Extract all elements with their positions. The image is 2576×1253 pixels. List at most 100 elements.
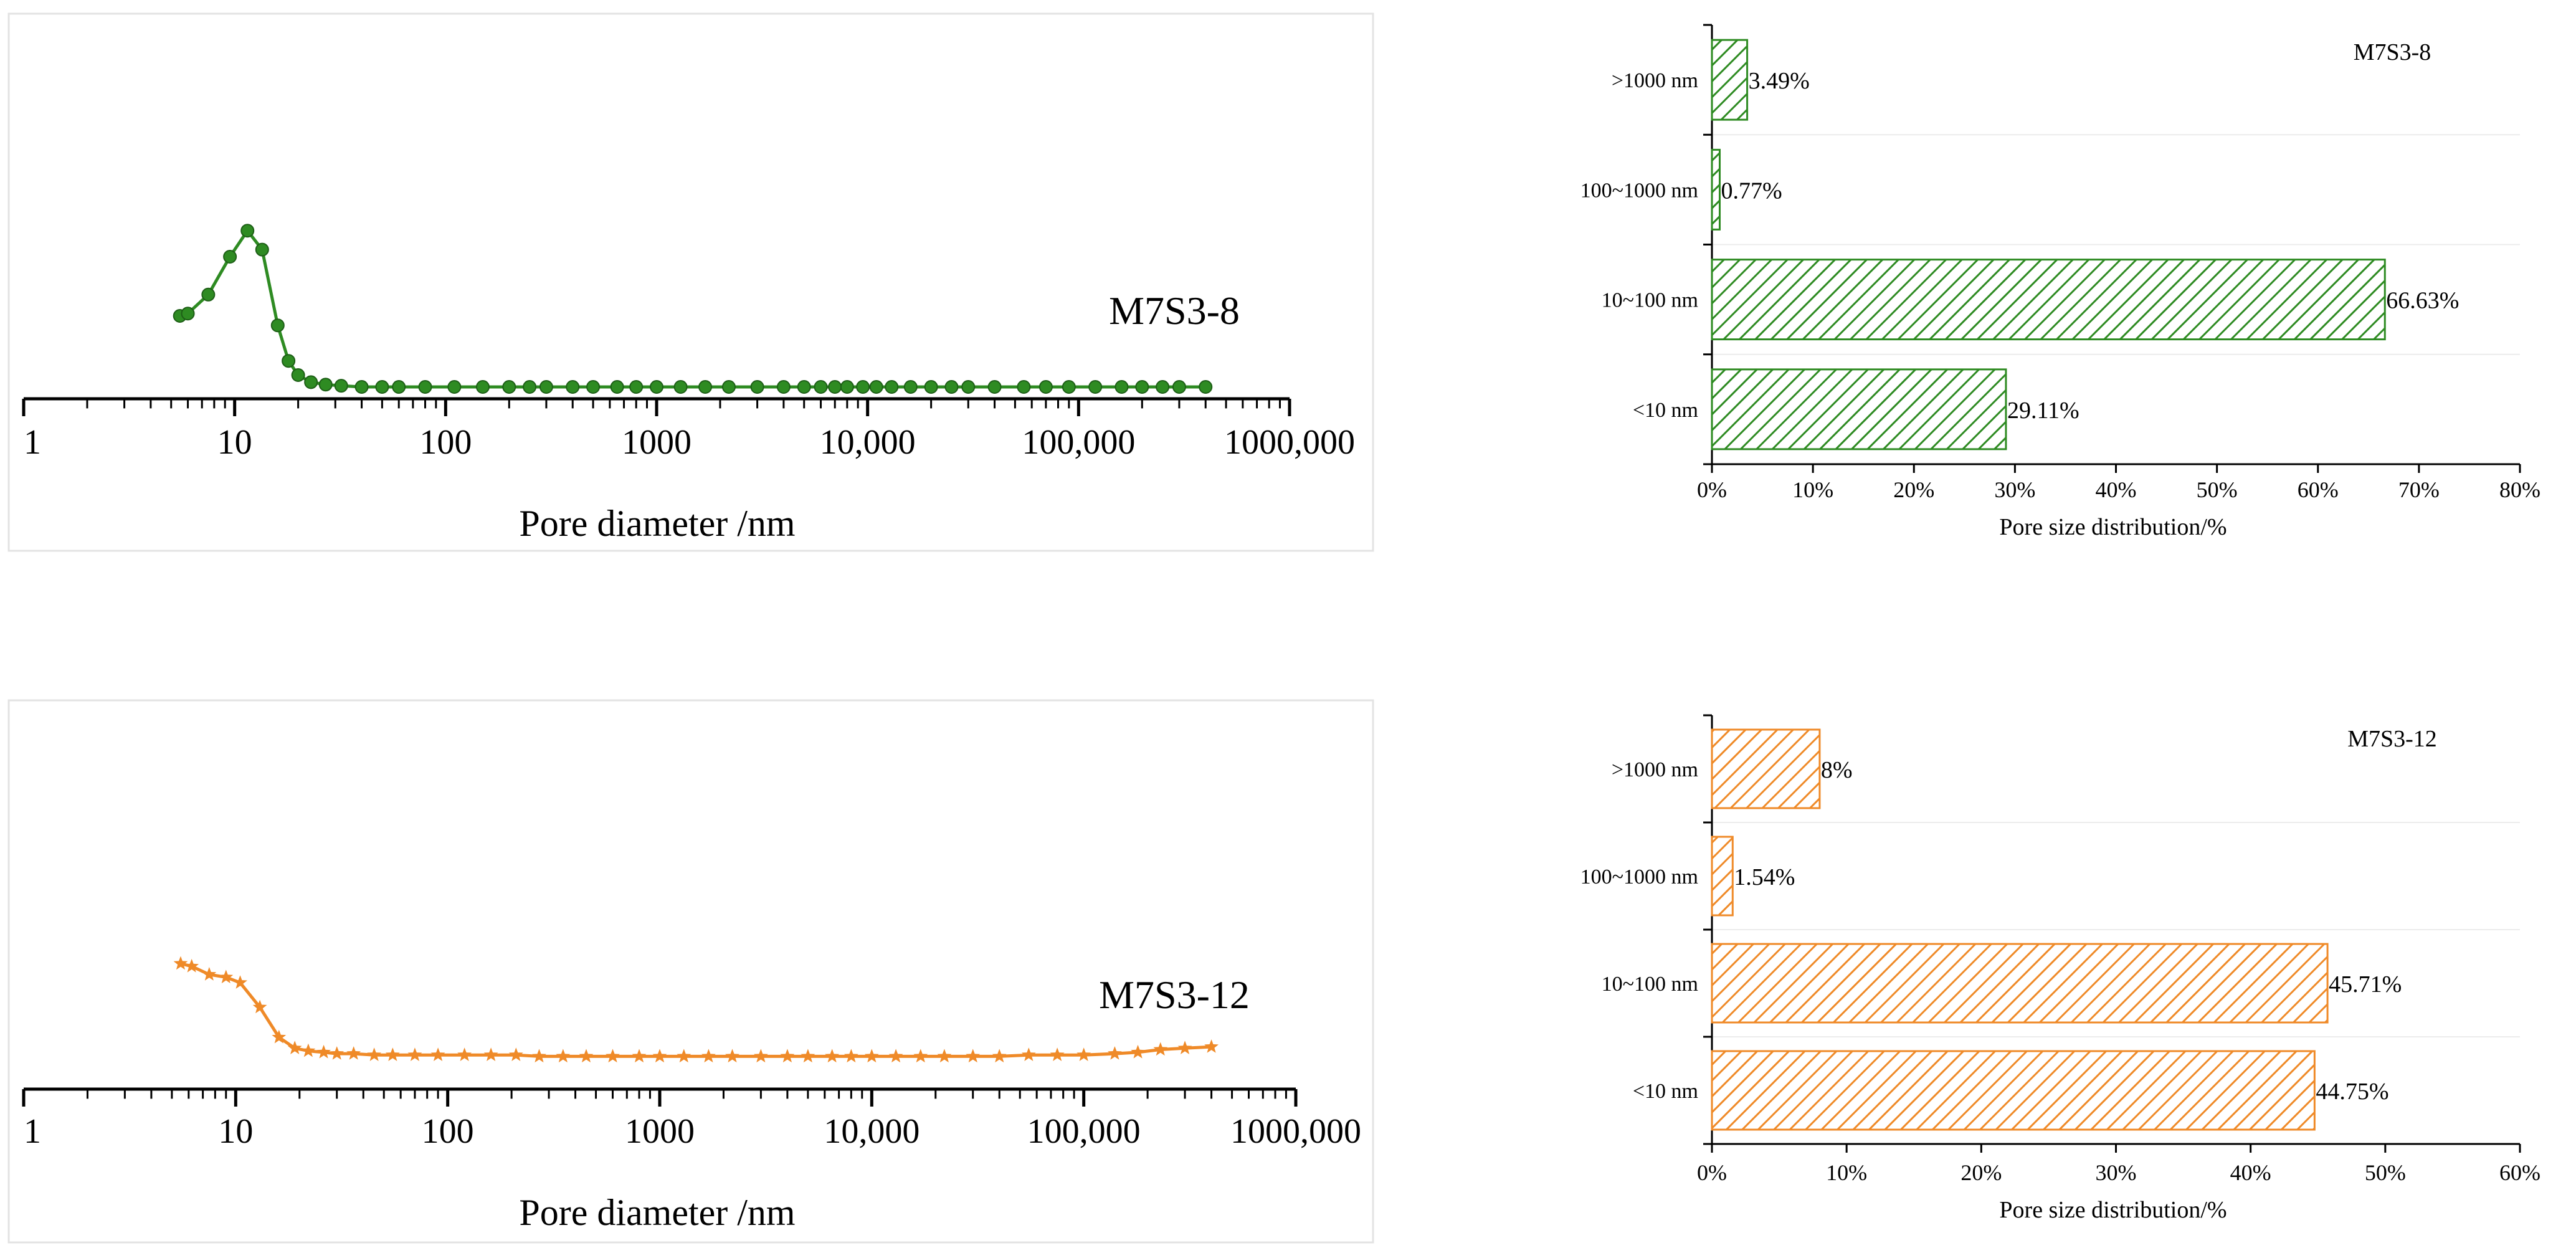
x-tick-label: 10,000: [820, 423, 916, 462]
data-point: [825, 1049, 840, 1063]
bar: [1711, 728, 1821, 809]
x-tick-label: 60%: [2298, 477, 2339, 502]
data-point: [483, 1047, 498, 1061]
bar-value-label: 1.54%: [1734, 864, 1795, 890]
data-point: [375, 380, 389, 394]
x-tick-label: 50%: [2365, 1160, 2406, 1185]
data-point: [579, 1049, 594, 1063]
x-tick-label: 10: [218, 1112, 253, 1151]
x-tick-label: 1000,000: [1230, 1112, 1361, 1151]
x-tick-label: 100: [419, 423, 472, 462]
data-point: [924, 380, 938, 394]
data-point: [1131, 1044, 1145, 1059]
data-point: [233, 975, 247, 989]
data-point: [725, 1049, 739, 1063]
data-point: [252, 999, 267, 1014]
x-tick-label: 20%: [1961, 1160, 2002, 1185]
data-point: [937, 1049, 952, 1063]
data-point: [539, 380, 553, 394]
data-point: [754, 1049, 768, 1063]
data-point: [869, 380, 883, 394]
data-point: [885, 380, 899, 394]
data-point: [556, 1049, 571, 1063]
data-point: [282, 354, 296, 368]
bar: [1711, 39, 1749, 121]
data-point: [291, 368, 305, 382]
data-point: [475, 380, 490, 394]
x-axis-label: Pore diameter /nm: [519, 1192, 795, 1233]
data-point: [346, 1046, 361, 1060]
data-point: [566, 380, 580, 394]
x-tick-label: 30%: [1994, 477, 2035, 502]
bar: [1711, 259, 2386, 341]
bar: [1711, 943, 2329, 1024]
data-point: [1108, 1046, 1122, 1060]
data-point: [944, 380, 959, 394]
bar: [1711, 836, 1734, 917]
x-axis-label: Pore size distribution/%: [1999, 514, 2227, 540]
data-point: [201, 287, 216, 302]
category-label: 100~1000 nm: [1580, 179, 1698, 202]
bar-chart-m7s3-8: 0% 10% 20% 30% 40% 50% 60% 70% 80% 3.49% >1000 nm 0…: [1580, 24, 2540, 540]
data-point: [966, 1049, 981, 1063]
data-point: [316, 1044, 331, 1059]
x-tick-label: 10,000: [824, 1112, 920, 1151]
category-label: <10 nm: [1633, 399, 1698, 422]
bar-value-label: 66.63%: [2386, 288, 2459, 314]
data-point: [673, 380, 688, 394]
bar-value-label: 45.71%: [2329, 971, 2402, 998]
data-point: [814, 380, 828, 394]
data-point: [272, 1029, 287, 1044]
data-point: [776, 380, 791, 394]
data-point: [1135, 380, 1149, 394]
data-point: [856, 380, 870, 394]
category-label: 10~100 nm: [1602, 973, 1698, 996]
category-label: <10 nm: [1633, 1080, 1698, 1103]
bar: [1711, 368, 2007, 450]
x-tick-label: 100,000: [1027, 1112, 1141, 1151]
bar-value-label: 8%: [1821, 757, 1853, 783]
category-label: >1000 nm: [1612, 758, 1698, 781]
series-label: M7S3-8: [1109, 288, 1240, 333]
data-point: [508, 1047, 523, 1061]
data-point: [1038, 380, 1053, 394]
data-point: [1062, 380, 1076, 394]
data-point: [223, 250, 237, 264]
data-point: [701, 1049, 716, 1063]
data-point: [330, 1046, 345, 1060]
data-point: [304, 375, 318, 389]
data-point: [240, 224, 255, 238]
x-tick-label: 10%: [1826, 1160, 1867, 1185]
data-point: [801, 1049, 815, 1063]
panel-frame-curve-m7s3-12: [7, 699, 1374, 1244]
data-point: [750, 380, 764, 394]
data-point: [961, 380, 976, 394]
data-point: [354, 380, 369, 394]
x-tick-label: 100: [422, 1112, 474, 1151]
x-tick-label: 40%: [2230, 1160, 2271, 1185]
data-point: [457, 1047, 472, 1061]
data-point: [992, 1049, 1007, 1063]
data-point: [173, 956, 188, 970]
data-point: [721, 380, 736, 394]
x-tick-label: 1000,000: [1224, 423, 1355, 462]
bar: [1711, 1050, 2316, 1131]
curve-chart-m7s3-8: 1 10 100 1000 10,000 100,000 1000,000 Pore diam…: [22, 224, 1355, 544]
curve-chart-m7s3-12: 1 10 100 1000 10,000 100,000 1000,000 Pore diam…: [22, 956, 1361, 1233]
data-point: [828, 380, 842, 394]
data-point: [1088, 380, 1103, 394]
x-tick-label: 1000: [622, 423, 692, 462]
data-point: [987, 380, 1002, 394]
data-point: [202, 967, 217, 981]
data-point: [586, 380, 601, 394]
data-point: [652, 1049, 667, 1063]
data-point: [1172, 380, 1186, 394]
series-label: M7S3-12: [1099, 973, 1250, 1017]
data-point: [1199, 380, 1213, 394]
data-point: [677, 1049, 692, 1063]
panel-frame-curve-m7s3-8: [7, 12, 1374, 552]
data-point: [270, 318, 285, 333]
x-axis-label: Pore size distribution/%: [1999, 1197, 2227, 1223]
